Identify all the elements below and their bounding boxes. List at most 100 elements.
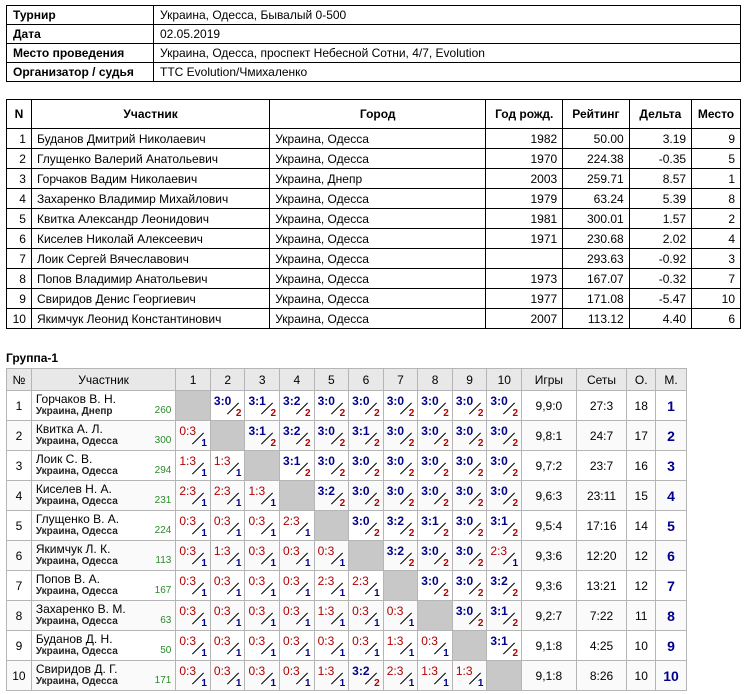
match-result-cell: 0:3 1 [313, 540, 350, 571]
match-score: 3:2 [490, 574, 508, 588]
group-title: Группа-1 [6, 351, 59, 365]
group-points: 10 [626, 660, 657, 691]
match-score: 3:0 [352, 514, 370, 528]
group-player-name: Киселев Н. А. [35, 482, 112, 496]
match-points: 1 [305, 618, 311, 629]
match-result-cell: 3:1 2 [486, 630, 523, 661]
group-player-rating: 167 [154, 585, 172, 596]
self-match-cell [313, 510, 350, 541]
match-points: 1 [270, 648, 277, 659]
match-score: 1:3 [421, 664, 438, 678]
match-points: 1 [305, 648, 311, 659]
match-result-cell: 3:0 2 [348, 450, 384, 481]
group-place: 10 [655, 660, 687, 691]
info-value: TTC Evolution/Чмихаленко [153, 62, 741, 82]
players-header: Место [691, 99, 741, 129]
match-points: 1 [201, 648, 207, 659]
match-result-cell: 3:0 2 [486, 480, 523, 511]
player-cell: Украина, Одесса [269, 228, 487, 249]
match-score: 3:0 [421, 454, 439, 468]
match-points: 1 [443, 648, 449, 659]
group-place: 8 [655, 600, 687, 631]
group-row: 4 Киселев Н. А. Украина, Одесса 231 2:3 1 2:3 1… [6, 480, 687, 511]
group-player-name: Глущенко В. А. [35, 512, 120, 526]
match-score: 2:3 [213, 484, 231, 498]
match-result-cell: 3:0 2 [451, 540, 488, 571]
player-cell: 1982 [485, 128, 564, 149]
match-points: 2 [477, 618, 484, 629]
player-row: 6 Киселев Николай Алексеевич Украина, Одес… [6, 228, 741, 249]
match-score: 0:3 [352, 604, 369, 618]
match-points: 1 [339, 678, 346, 689]
player-cell: 1 [691, 168, 741, 189]
group-sets: 27:3 [575, 390, 628, 421]
group-player-rating: 113 [155, 555, 172, 566]
group-player: Попов В. А. Украина, Одесса 167 [30, 570, 177, 601]
group-header: 6 [348, 368, 384, 391]
match-result-cell: 3:0 2 [451, 600, 488, 631]
player-cell: 4.40 [628, 308, 693, 329]
match-result-cell: 1:3 1 [313, 600, 350, 631]
match-score: 3:1 [490, 634, 508, 648]
group-player-rating: 224 [154, 525, 172, 536]
match-result-cell: 3:1 2 [244, 420, 281, 451]
match-result-cell: 1:3 1 [382, 630, 419, 661]
match-points: 2 [512, 438, 519, 449]
match-score: 3:0 [490, 454, 508, 468]
group-player-city: Украина, Одесса [35, 556, 118, 567]
match-score: 0:3 [213, 664, 231, 678]
match-score: 0:3 [283, 634, 300, 648]
player-cell: 10 [691, 288, 741, 309]
match-points: 1 [477, 678, 484, 689]
info-row: Турнир Украина, Одесса, Бывалый 0-500 [6, 5, 741, 25]
player-cell: 5.39 [628, 188, 693, 209]
match-score: 0:3 [248, 604, 266, 618]
match-points: 1 [201, 618, 207, 629]
match-result-cell: 3:1 2 [279, 450, 315, 481]
player-cell: Квитка Александр Леонидович [30, 208, 271, 229]
match-score: 0:3 [317, 634, 335, 648]
match-result-cell: 3:0 2 [417, 480, 453, 511]
match-result-cell: 3:2 2 [348, 660, 384, 691]
match-points: 1 [443, 678, 449, 689]
match-result-cell: 0:3 1 [244, 570, 281, 601]
group-header: 4 [279, 368, 315, 391]
self-match-cell [417, 600, 453, 631]
match-points: 2 [408, 558, 415, 569]
group-header: 2 [209, 368, 246, 391]
player-cell: 5 [691, 148, 741, 169]
match-points: 2 [408, 468, 415, 479]
group-row: 1 Горчаков В. Н. Украина, Днепр 260 3:0 2 3:1 2… [6, 390, 687, 421]
group-place: 7 [655, 570, 687, 601]
match-points: 1 [235, 588, 242, 599]
match-points: 1 [201, 588, 207, 599]
match-result-cell: 1:3 1 [313, 660, 350, 691]
player-cell: 63.24 [562, 188, 630, 209]
match-points: 2 [408, 498, 415, 509]
player-cell: Попов Владимир Анатольевич [30, 268, 271, 289]
match-result-cell: 0:3 1 [209, 510, 246, 541]
group-row: 3 Лоик С. В. Украина, Одесса 294 1:3 1 1:3 1 3:1… [6, 450, 687, 481]
player-cell: 1.57 [628, 208, 693, 229]
match-score: 0:3 [179, 424, 197, 438]
group-player-rating: 300 [154, 435, 172, 446]
group-header: 9 [451, 368, 488, 391]
match-score: 3:2 [283, 424, 301, 438]
match-points: 2 [374, 528, 380, 539]
match-score: 3:1 [421, 514, 439, 528]
match-score: 3:0 [455, 484, 474, 498]
player-cell: 1979 [485, 188, 564, 209]
match-points: 1 [270, 588, 277, 599]
group-points: 10 [626, 630, 657, 661]
group-sets: 23:11 [575, 480, 628, 511]
match-points: 2 [443, 558, 449, 569]
group-player-city: Украина, Одесса [35, 466, 118, 477]
player-cell: 2007 [485, 308, 564, 329]
match-result-cell: 3:0 2 [382, 480, 419, 511]
match-score: 0:3 [179, 544, 197, 558]
match-score: 3:0 [386, 484, 405, 498]
match-points: 2 [512, 618, 519, 629]
match-result-cell: 0:3 1 [175, 600, 211, 631]
player-cell: Украина, Одесса [269, 308, 487, 329]
players-header: Год рожд. [485, 99, 564, 129]
